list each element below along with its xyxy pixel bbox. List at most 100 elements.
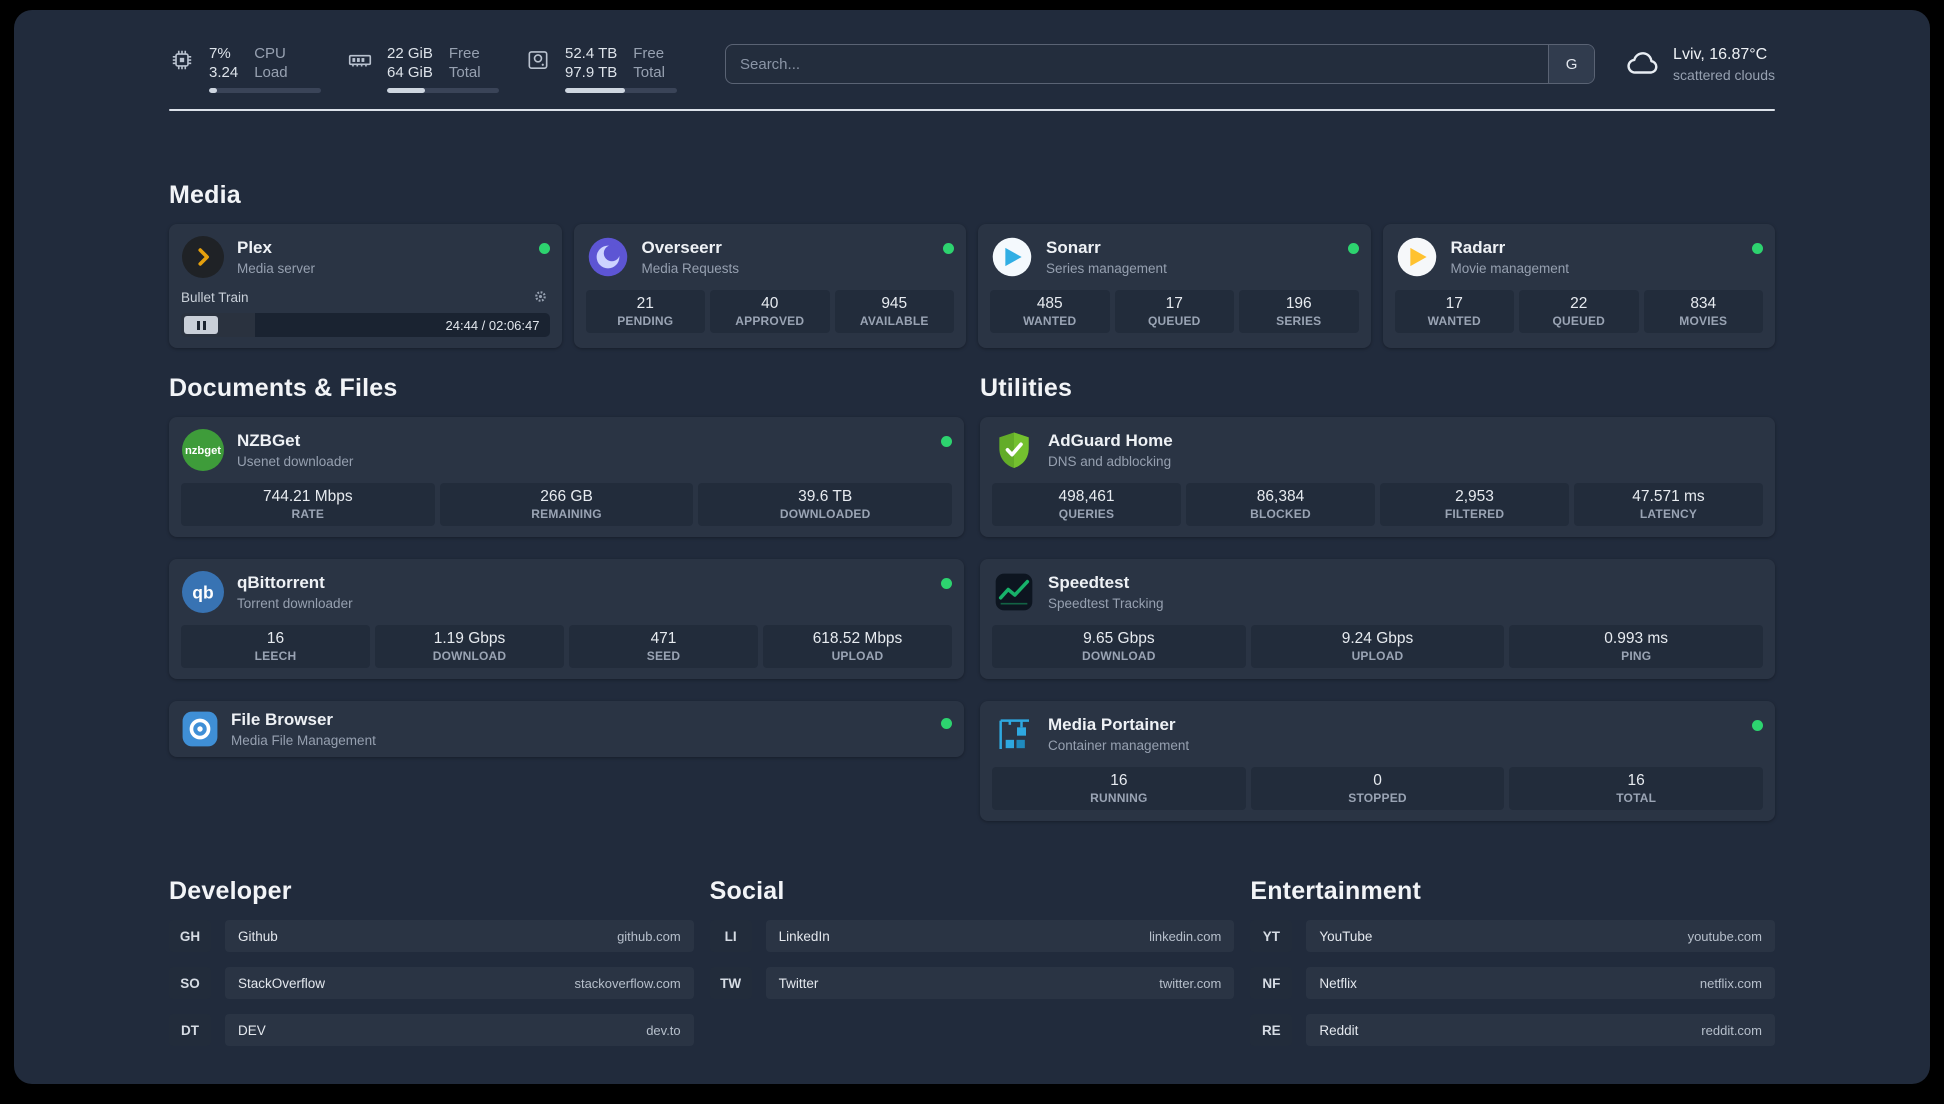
gear-icon[interactable] — [532, 288, 550, 306]
stat-block: 39.6 TB DOWNLOADED — [698, 483, 953, 526]
bookmark-abbr: GH — [169, 920, 211, 952]
bookmark-linkedin[interactable]: LI LinkedIn linkedin.com — [709, 920, 1235, 952]
bookmark-url: github.com — [617, 928, 681, 944]
dashboard-panel: 7% 3.24 CPU Load — [14, 10, 1930, 1084]
bookmark-reddit[interactable]: RE Reddit reddit.com — [1250, 1014, 1775, 1046]
bookmark-name: StackOverflow — [238, 975, 326, 991]
stat-block: 40 APPROVED — [710, 290, 830, 333]
cpu-chip-icon — [169, 44, 199, 93]
search-engine-button[interactable]: G — [1548, 45, 1595, 83]
service-stats: 9.65 Gbps DOWNLOAD 9.24 Gbps UPLOAD 0.99… — [992, 625, 1764, 668]
bookmark-name: Reddit — [1319, 1022, 1359, 1038]
service-stats: 21 PENDING 40 APPROVED 945 AVAILABLE — [585, 290, 954, 333]
service-subtitle: Series management — [1046, 260, 1167, 276]
svg-text:nzbget: nzbget — [185, 445, 221, 457]
service-subtitle: Torrent downloader — [237, 595, 353, 611]
section-title-social: Social — [709, 877, 785, 905]
bookmarks-developer: Developer GH Github github.com SO StackO… — [169, 877, 694, 1046]
service-stats: 498,461 QUERIES 86,384 BLOCKED 2,953 FIL… — [992, 483, 1763, 526]
radarr-icon — [1395, 235, 1439, 279]
section-title-media: Media — [169, 181, 241, 209]
service-stats: 744.21 Mbps RATE 266 GB REMAINING 39.6 T… — [181, 483, 953, 526]
service-card-nzbget[interactable]: nzbget NZBGet Usenet downloader — [169, 417, 964, 537]
service-subtitle: Media server — [237, 260, 316, 276]
bookmark-github[interactable]: GH Github github.com — [169, 920, 694, 952]
svg-text:qb: qb — [192, 582, 213, 602]
memory-total: 64 GiB — [387, 64, 433, 81]
nzbget-icon: nzbget — [181, 428, 225, 472]
adguard-shield-icon — [992, 428, 1036, 472]
status-dot — [943, 243, 954, 254]
cpu-values: 7% 3.24 — [209, 44, 238, 82]
bookmark-url: netflix.com — [1699, 975, 1762, 991]
disk-values: 52.4 TB 97.9 TB — [565, 44, 617, 82]
service-title: File Browser — [231, 710, 334, 730]
bookmark-name: Netflix — [1319, 975, 1357, 991]
weather-widget: Lviv, 16.87°C scattered clouds — [1625, 44, 1775, 83]
service-card-overseerr[interactable]: Overseerr Media Requests 21 PENDING 40 A… — [573, 224, 966, 348]
stat-block: 196 SERIES — [1239, 290, 1359, 333]
stat-block: 9.24 Gbps UPLOAD — [1250, 625, 1505, 668]
stat-block: 485 WANTED — [990, 290, 1110, 333]
stat-block: 2,953 FILTERED — [1380, 483, 1569, 526]
service-title: Radarr — [1450, 238, 1506, 258]
stat-block: 945 AVAILABLE — [834, 290, 954, 333]
pause-button[interactable] — [184, 316, 218, 334]
disk-usage-bar — [565, 88, 677, 93]
bookmark-abbr: SO — [169, 967, 211, 999]
service-card-portainer[interactable]: Media Portainer Container management 16 … — [980, 701, 1775, 821]
bookmark-name: Github — [238, 928, 278, 944]
bookmark-youtube[interactable]: YT YouTube youtube.com — [1250, 920, 1775, 952]
disk-free: 52.4 TB — [565, 45, 618, 62]
service-card-sonarr[interactable]: Sonarr Series management 485 WANTED 17 Q… — [978, 224, 1371, 348]
service-card-radarr[interactable]: Radarr Movie management 17 WANTED 22 QUE… — [1382, 224, 1775, 348]
bookmark-abbr: RE — [1250, 1014, 1293, 1046]
bookmark-netflix[interactable]: NF Netflix netflix.com — [1250, 967, 1775, 999]
service-stats: 17 WANTED 22 QUEUED 834 MOVIES — [1394, 290, 1763, 333]
service-title: Sonarr — [1046, 238, 1101, 258]
service-card-qbittorrent[interactable]: qb qBittorrent Torrent downloader — [169, 559, 964, 679]
service-title: Plex — [237, 238, 272, 258]
bookmark-name: LinkedIn — [778, 928, 830, 944]
disk-resource-widget: 52.4 TB 97.9 TB Free Total — [525, 44, 677, 93]
plex-icon — [181, 235, 225, 279]
service-title: NZBGet — [237, 431, 301, 451]
service-stats: 485 WANTED 17 QUEUED 196 SERIES — [990, 290, 1359, 333]
status-dot — [941, 436, 952, 447]
bookmark-stackoverflow[interactable]: SO StackOverflow stackoverflow.com — [169, 967, 694, 999]
section-title-utilities: Utilities — [980, 374, 1073, 402]
service-card-speedtest[interactable]: Speedtest Speedtest Tracking 9.65 Gbps D… — [980, 559, 1775, 679]
service-title: Media Portainer — [1048, 715, 1176, 735]
service-card-filebrowser[interactable]: File Browser Media File Management — [169, 701, 964, 757]
service-title: AdGuard Home — [1048, 431, 1173, 451]
service-title: Overseerr — [641, 238, 722, 258]
service-card-adguard[interactable]: AdGuard Home DNS and adblocking 498,461 … — [980, 417, 1775, 537]
bookmark-dev[interactable]: DT DEV dev.to — [169, 1014, 694, 1046]
stat-block: 16 RUNNING — [992, 767, 1246, 810]
memory-resource-widget: 22 GiB 64 GiB Free Total — [347, 44, 499, 93]
stat-block: 266 GB REMAINING — [439, 483, 694, 526]
qbittorrent-icon: qb — [181, 570, 225, 614]
service-subtitle: Speedtest Tracking — [1048, 595, 1164, 611]
status-dot — [941, 578, 952, 589]
bookmark-abbr: TW — [709, 967, 752, 999]
top-bar: 7% 3.24 CPU Load — [169, 10, 1775, 93]
disk-total: 97.9 TB — [565, 64, 618, 81]
bookmark-twitter[interactable]: TW Twitter twitter.com — [709, 967, 1235, 999]
weather-condition: scattered clouds — [1673, 67, 1775, 83]
section-title-documents: Documents & Files — [169, 374, 398, 402]
stat-block: 21 PENDING — [585, 290, 705, 333]
cloud-icon — [1625, 47, 1661, 82]
stat-block: 16 LEECH — [181, 625, 370, 668]
search-input[interactable] — [726, 45, 1549, 83]
bookmark-url: reddit.com — [1701, 1022, 1762, 1038]
cpu-load: 3.24 — [209, 64, 239, 81]
bookmark-abbr: NF — [1250, 967, 1293, 999]
service-card-plex[interactable]: Plex Media server Bullet Train — [169, 224, 562, 348]
memory-ram-icon — [347, 44, 377, 93]
stat-block: 9.65 Gbps DOWNLOAD — [992, 625, 1246, 668]
bookmark-name: Twitter — [778, 975, 819, 991]
speedtest-sparkline-icon — [992, 570, 1036, 614]
bookmark-url: youtube.com — [1687, 928, 1762, 944]
stat-block: 744.21 Mbps RATE — [181, 483, 435, 526]
